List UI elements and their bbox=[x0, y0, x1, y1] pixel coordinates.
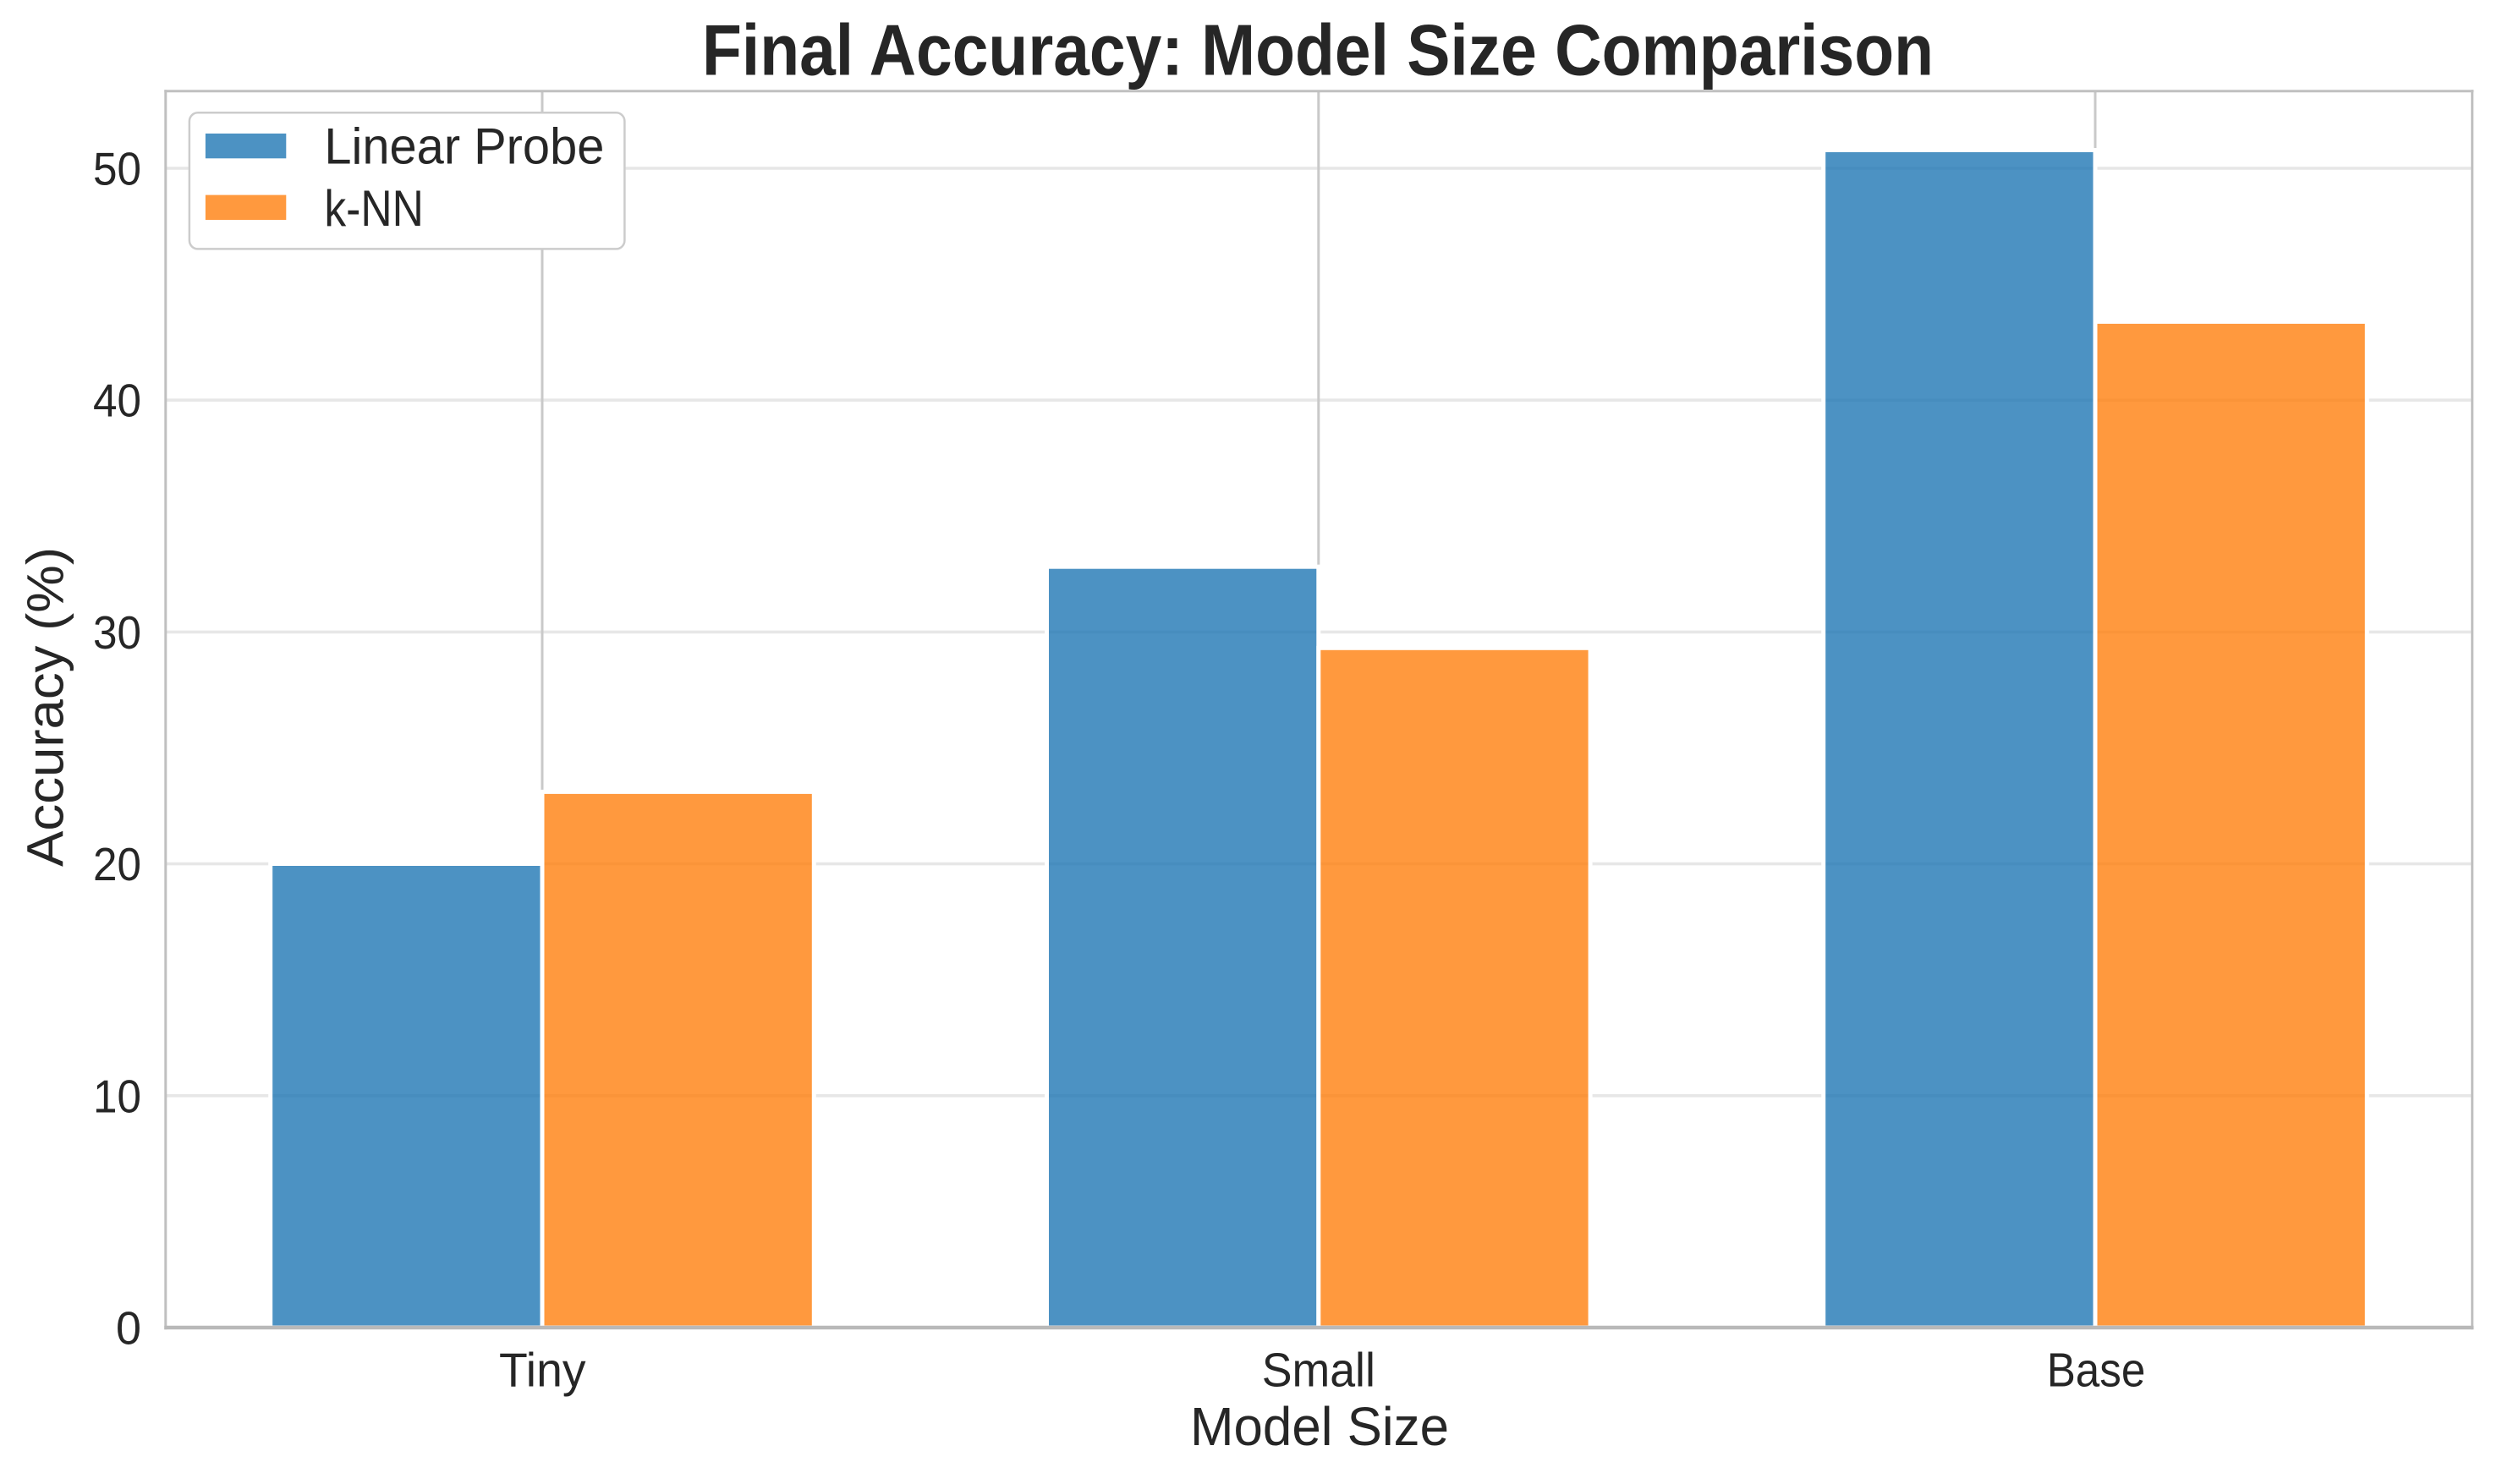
svg-text:Final Accuracy: Model Size Com: Final Accuracy: Model Size Comparison bbox=[702, 11, 1934, 91]
svg-text:Model Size: Model Size bbox=[1190, 1396, 1449, 1457]
svg-text:10: 10 bbox=[93, 1070, 141, 1122]
svg-text:40: 40 bbox=[93, 375, 141, 427]
svg-text:Linear Probe: Linear Probe bbox=[324, 118, 604, 174]
svg-text:30: 30 bbox=[93, 606, 141, 659]
svg-text:50: 50 bbox=[93, 143, 141, 195]
svg-text:Small: Small bbox=[1262, 1344, 1375, 1398]
svg-text:Base: Base bbox=[2047, 1344, 2146, 1398]
svg-text:k-NN: k-NN bbox=[324, 180, 423, 237]
svg-text:Accuracy (%): Accuracy (%) bbox=[17, 547, 75, 867]
svg-text:20: 20 bbox=[93, 838, 141, 890]
svg-text:Tiny: Tiny bbox=[499, 1344, 586, 1398]
svg-text:0: 0 bbox=[116, 1302, 141, 1355]
